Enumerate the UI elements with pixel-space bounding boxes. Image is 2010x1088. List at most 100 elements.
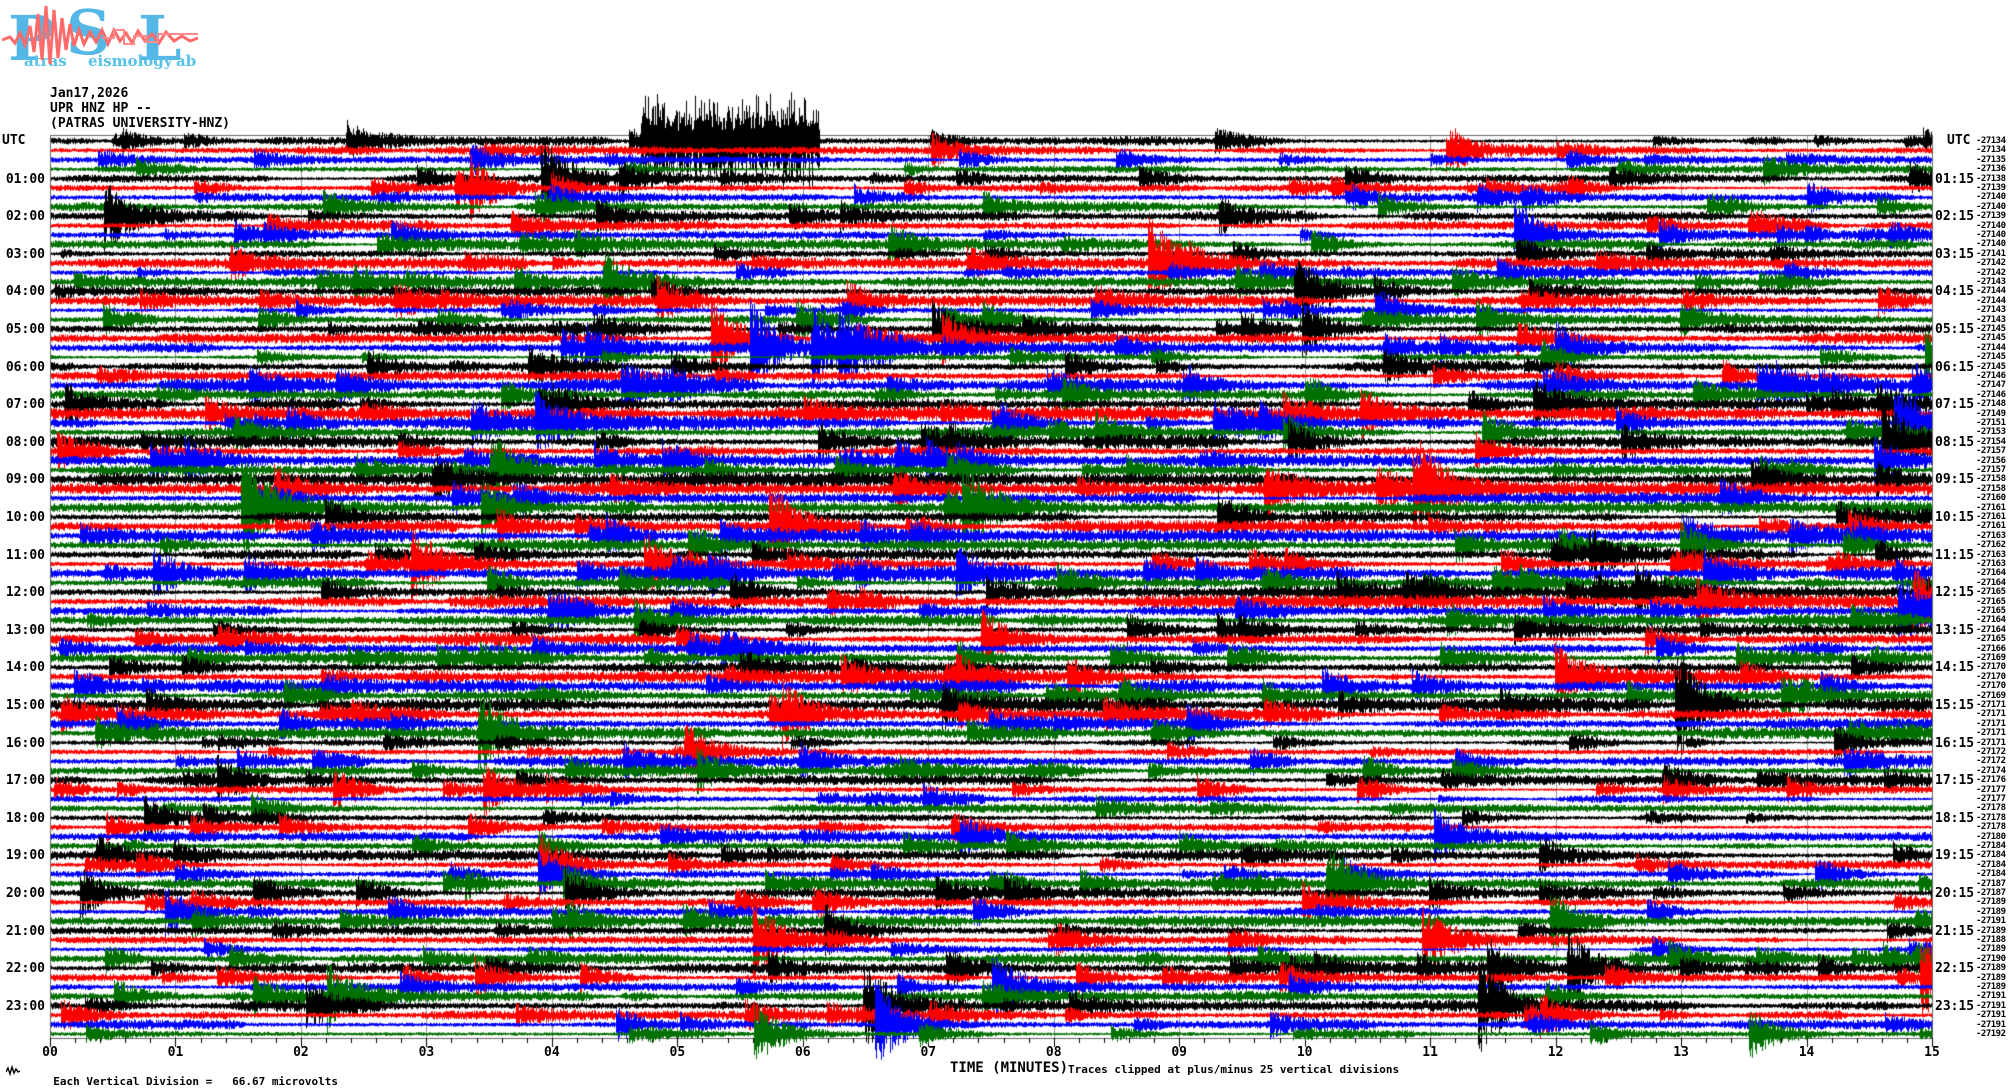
trace-count-value: -27189 bbox=[1976, 972, 2006, 983]
trace-count-value: -27164 bbox=[1976, 577, 2006, 588]
left-hour-label: 05:00 bbox=[5, 322, 45, 337]
trace-count-value: -27191 bbox=[1976, 1010, 2006, 1021]
trace-count-value: -27191 bbox=[1976, 991, 2006, 1002]
scale-label: Each Vertical Division = bbox=[53, 1075, 213, 1088]
trace-count-value: -27164 bbox=[1976, 568, 2006, 579]
left-hour-label: 20:00 bbox=[5, 886, 45, 901]
trace-count-value: -27163 bbox=[1976, 559, 2006, 569]
trace-count-value: -27191 bbox=[1976, 1019, 2006, 1030]
right-hour-label: 18:15 bbox=[1935, 810, 1975, 826]
left-hour-label: 21:00 bbox=[5, 923, 45, 939]
minute-tick-label: 02 bbox=[293, 1045, 309, 1060]
right-hour-label: 07:15 bbox=[1935, 397, 1975, 413]
right-hour-label: 14:15 bbox=[1935, 660, 1975, 676]
right-hour-label: 17:15 bbox=[1935, 773, 1975, 789]
right-hour-label: 11:15 bbox=[1935, 547, 1975, 563]
trace-count-value: -27144 bbox=[1976, 295, 2006, 306]
trace-count-value: -27147 bbox=[1976, 380, 2006, 391]
minute-tick-label: 03 bbox=[418, 1045, 435, 1060]
logo-word-seismology: eismology bbox=[88, 52, 173, 70]
trace-count-value: -27189 bbox=[1976, 982, 2006, 992]
minute-tick-label: 07 bbox=[920, 1045, 937, 1060]
minute-tick-label: 09 bbox=[1171, 1045, 1188, 1060]
left-hour-label: 03:00 bbox=[5, 246, 45, 262]
right-hour-label: 03:15 bbox=[1935, 246, 1975, 262]
right-hour-label: 23:15 bbox=[1935, 998, 1975, 1014]
trace-count-value: -27161 bbox=[1976, 521, 2006, 532]
left-hour-label: 11:00 bbox=[5, 547, 45, 563]
trace-count-value: -27135 bbox=[1976, 154, 2006, 165]
trace-count-value: -27140 bbox=[1976, 230, 2006, 240]
trace-count-value: -27191 bbox=[1976, 1000, 2006, 1011]
trace-count-value: -27163 bbox=[1976, 530, 2006, 541]
right-hour-label: 12:15 bbox=[1935, 585, 1975, 601]
left-hour-label: 08:00 bbox=[5, 434, 45, 450]
trace-count-value: -27142 bbox=[1976, 267, 2006, 278]
trace-count-value: -27184 bbox=[1976, 859, 2006, 870]
right-hour-label: 15:15 bbox=[1935, 698, 1975, 713]
right-hour-label: 22:15 bbox=[1935, 961, 1975, 977]
minute-tick-label: 11 bbox=[1422, 1045, 1438, 1060]
left-hour-label: 18:00 bbox=[5, 810, 45, 826]
trace-count-value: -27146 bbox=[1976, 371, 2006, 381]
right-hour-label: 19:15 bbox=[1935, 848, 1975, 864]
trace-count-value: -27140 bbox=[1976, 220, 2006, 231]
minute-tick-label: 00 bbox=[42, 1045, 58, 1060]
left-hour-label: 23:00 bbox=[5, 998, 45, 1014]
left-hour-label: 10:00 bbox=[5, 510, 45, 525]
trace-count-value: -27184 bbox=[1976, 850, 2006, 861]
trace-count-value: -27166 bbox=[1976, 643, 2006, 654]
left-hour-label: 13:00 bbox=[5, 622, 45, 638]
trace-count-value: -27170 bbox=[1976, 671, 2006, 682]
right-hour-label: 05:15 bbox=[1935, 322, 1975, 337]
trace-count-value: -27140 bbox=[1976, 239, 2006, 250]
right-hour-label: 09:15 bbox=[1935, 472, 1975, 488]
trace-count-value: -27189 bbox=[1976, 944, 2006, 955]
trace-count-value: -27134 bbox=[1976, 136, 2006, 146]
trace-count-value: -27142 bbox=[1976, 258, 2006, 269]
trace-count-value: -27171 bbox=[1976, 700, 2006, 710]
trace-count-value: -27138 bbox=[1976, 173, 2006, 184]
left-hour-label: 07:00 bbox=[5, 397, 45, 413]
right-hour-label: 02:15 bbox=[1935, 209, 1975, 225]
left-hour-label: 01:00 bbox=[5, 171, 45, 187]
trace-count-value: -27171 bbox=[1976, 737, 2006, 748]
trace-count-value: -27154 bbox=[1976, 436, 2006, 447]
right-hour-label: 01:15 bbox=[1935, 171, 1975, 187]
minute-tick-label: 13 bbox=[1673, 1045, 1689, 1060]
trace-count-value: -27180 bbox=[1976, 831, 2006, 842]
minute-tick-label: 14 bbox=[1798, 1045, 1815, 1060]
trace-count-value: -27177 bbox=[1976, 784, 2006, 795]
left-hour-label: 16:00 bbox=[5, 735, 45, 751]
trace-count-value: -27190 bbox=[1976, 953, 2006, 964]
trace-count-value: -27187 bbox=[1976, 888, 2006, 898]
trace-count-value: -27172 bbox=[1976, 756, 2006, 767]
trace-count-value: -27144 bbox=[1976, 342, 2006, 353]
right-hour-label: 21:15 bbox=[1935, 923, 1975, 939]
trace-count-value: -27178 bbox=[1976, 822, 2006, 833]
trace-count-value: -27140 bbox=[1976, 201, 2006, 212]
trace-count-value: -27139 bbox=[1976, 211, 2006, 222]
left-hour-label: 19:00 bbox=[5, 848, 45, 864]
left-utc-label: UTC bbox=[2, 133, 26, 148]
trace-count-value: -27148 bbox=[1976, 399, 2006, 410]
trace-count-value: -27171 bbox=[1976, 709, 2006, 720]
trace-count-value: -27165 bbox=[1976, 596, 2006, 607]
trace-count-value: -27178 bbox=[1976, 812, 2006, 823]
x-axis-title: TIME (MINUTES) bbox=[950, 1060, 1069, 1076]
trace-count-value: -27140 bbox=[1976, 192, 2006, 203]
trace-count-value: -27171 bbox=[1976, 728, 2006, 739]
trace-count-value: -27141 bbox=[1976, 248, 2006, 259]
trace-count-value: -27164 bbox=[1976, 624, 2006, 635]
trace-count-value: -27192 bbox=[1976, 1029, 2006, 1039]
trace-count-value: -27158 bbox=[1976, 483, 2006, 494]
clip-note: Traces clipped at plus/minus 25 vertical… bbox=[1068, 1063, 1400, 1076]
trace-count-value: -27171 bbox=[1976, 718, 2006, 729]
trace-count-value: -27161 bbox=[1976, 502, 2006, 513]
trace-count-value: -27161 bbox=[1976, 512, 2006, 522]
left-hour-label: 15:00 bbox=[5, 698, 45, 713]
trace-count-value: -27157 bbox=[1976, 446, 2006, 457]
trace-count-value: -27187 bbox=[1976, 878, 2006, 889]
trace-count-value: -27178 bbox=[1976, 803, 2006, 814]
